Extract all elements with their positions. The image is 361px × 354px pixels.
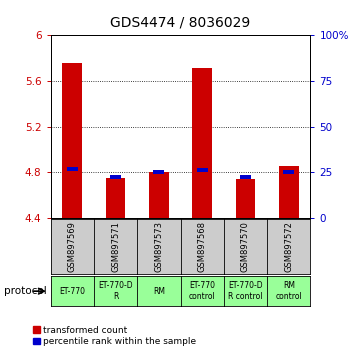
- Text: protocol: protocol: [4, 286, 46, 296]
- Bar: [283, 170, 294, 174]
- Text: ET-770: ET-770: [59, 287, 85, 296]
- Text: GSM897571: GSM897571: [111, 222, 120, 272]
- Text: GSM897573: GSM897573: [155, 221, 163, 273]
- Bar: [149, 172, 169, 218]
- Text: GSM897570: GSM897570: [241, 222, 250, 272]
- Bar: [62, 63, 82, 218]
- Bar: [67, 167, 78, 171]
- Text: GSM897569: GSM897569: [68, 222, 77, 272]
- Bar: [279, 166, 299, 218]
- Text: ET-770-D
R control: ET-770-D R control: [228, 281, 263, 301]
- Legend: transformed count, percentile rank within the sample: transformed count, percentile rank withi…: [34, 326, 196, 346]
- Bar: [192, 68, 212, 218]
- Text: GSM897572: GSM897572: [284, 222, 293, 272]
- Bar: [153, 170, 164, 174]
- Text: ET-770-D
R: ET-770-D R: [98, 281, 133, 301]
- Text: RM
control: RM control: [275, 281, 302, 301]
- Bar: [240, 176, 251, 179]
- Text: ET-770
control: ET-770 control: [189, 281, 216, 301]
- Text: GDS4474 / 8036029: GDS4474 / 8036029: [110, 16, 251, 30]
- Bar: [236, 179, 255, 218]
- Text: RM: RM: [153, 287, 165, 296]
- Bar: [110, 176, 121, 179]
- Text: GSM897568: GSM897568: [198, 221, 206, 273]
- Bar: [106, 178, 125, 218]
- Bar: [197, 168, 208, 172]
